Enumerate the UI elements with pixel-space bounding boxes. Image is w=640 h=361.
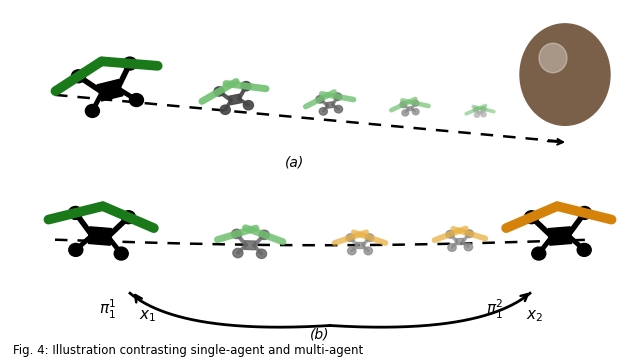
Text: $\pi_1^1$: $\pi_1^1$ — [99, 298, 117, 321]
Circle shape — [319, 108, 328, 115]
Circle shape — [233, 248, 243, 258]
Circle shape — [412, 100, 419, 106]
Polygon shape — [548, 227, 572, 245]
Circle shape — [123, 57, 137, 70]
Circle shape — [365, 234, 374, 242]
Text: $\pi_1^2$: $\pi_1^2$ — [486, 298, 504, 321]
Polygon shape — [228, 94, 241, 105]
Ellipse shape — [520, 24, 610, 125]
Polygon shape — [456, 238, 464, 245]
Circle shape — [122, 211, 136, 224]
Circle shape — [220, 105, 230, 114]
Circle shape — [129, 93, 143, 106]
Circle shape — [446, 230, 454, 238]
Polygon shape — [407, 106, 413, 111]
Circle shape — [577, 206, 591, 219]
Circle shape — [214, 87, 224, 96]
Circle shape — [481, 112, 486, 117]
Circle shape — [532, 247, 546, 260]
Text: Fig. 4: Illustration contrasting single-agent and multi-agent: Fig. 4: Illustration contrasting single-… — [13, 344, 363, 357]
Circle shape — [68, 243, 83, 256]
Text: $x_2$: $x_2$ — [527, 308, 543, 324]
Circle shape — [68, 206, 83, 219]
Circle shape — [465, 230, 474, 238]
Polygon shape — [356, 242, 364, 248]
Polygon shape — [326, 102, 334, 108]
Text: (a): (a) — [285, 155, 305, 169]
Circle shape — [333, 93, 342, 100]
Circle shape — [402, 110, 408, 116]
Ellipse shape — [539, 43, 567, 73]
Circle shape — [412, 109, 419, 115]
Polygon shape — [88, 227, 112, 245]
Circle shape — [474, 113, 479, 117]
Circle shape — [464, 243, 472, 251]
Circle shape — [400, 101, 406, 108]
Circle shape — [232, 229, 242, 239]
Circle shape — [525, 211, 538, 224]
Polygon shape — [244, 241, 256, 250]
Circle shape — [335, 105, 342, 113]
Circle shape — [85, 104, 99, 117]
Circle shape — [114, 247, 128, 260]
Circle shape — [473, 107, 479, 112]
Circle shape — [481, 106, 486, 112]
Circle shape — [348, 247, 356, 255]
Polygon shape — [97, 80, 123, 101]
Circle shape — [72, 70, 85, 83]
Circle shape — [346, 234, 355, 242]
Circle shape — [316, 96, 324, 103]
Circle shape — [259, 230, 269, 239]
Circle shape — [448, 244, 456, 251]
Circle shape — [577, 243, 591, 256]
Text: (b): (b) — [310, 328, 330, 342]
Circle shape — [241, 82, 251, 91]
Circle shape — [364, 247, 372, 255]
Text: $x_1$: $x_1$ — [140, 308, 157, 324]
Polygon shape — [478, 111, 482, 114]
Circle shape — [243, 101, 253, 110]
Circle shape — [257, 249, 266, 258]
